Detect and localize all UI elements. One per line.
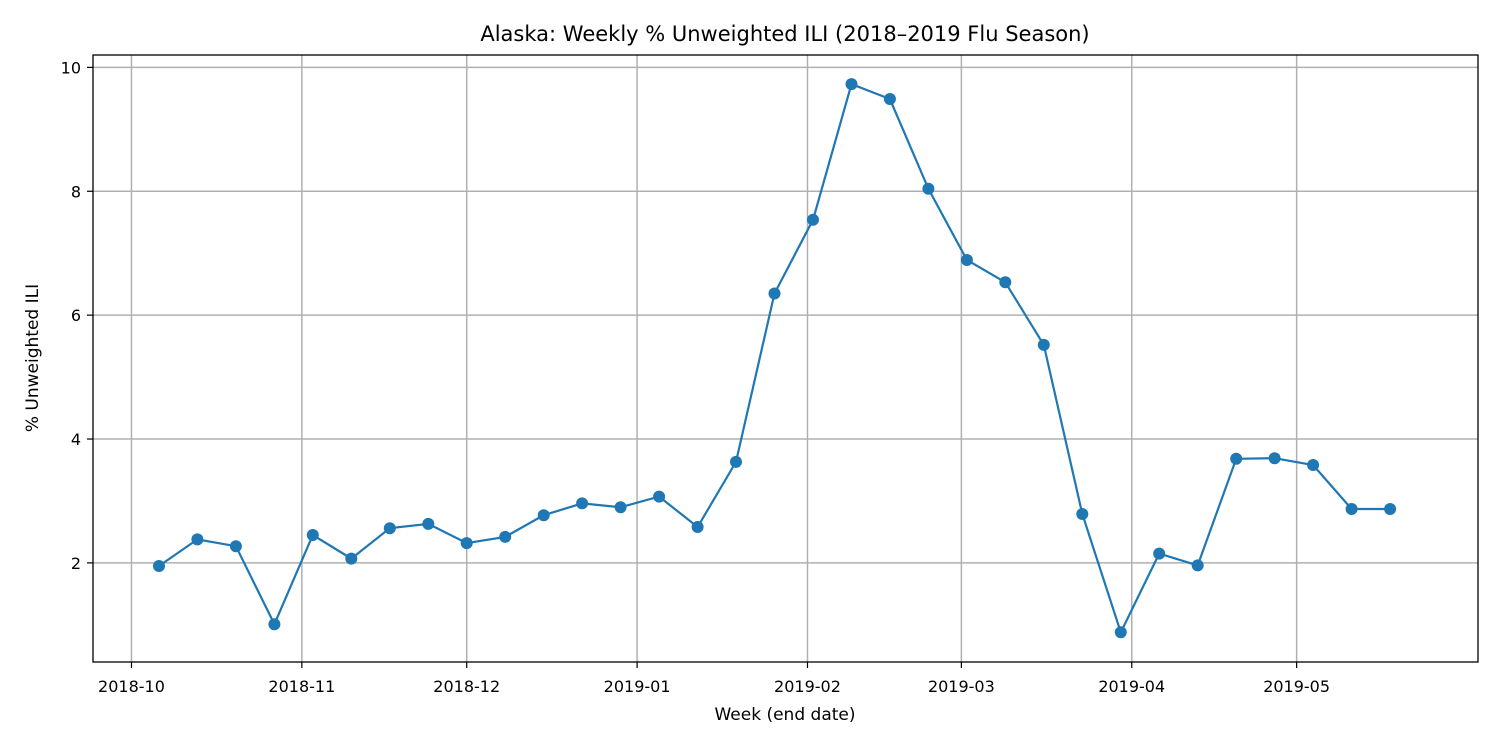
data-point bbox=[1230, 452, 1243, 465]
data-point bbox=[922, 182, 935, 195]
x-axis-label: Week (end date) bbox=[714, 705, 855, 725]
data-point bbox=[1191, 559, 1204, 572]
x-tick-label: 2019-03 bbox=[928, 677, 995, 696]
data-point bbox=[883, 93, 896, 105]
x-tick-label: 2019-05 bbox=[1263, 677, 1330, 696]
y-tick-label: 2 bbox=[71, 554, 81, 573]
data-point bbox=[1114, 626, 1127, 639]
data-point bbox=[999, 276, 1012, 289]
data-point bbox=[1384, 503, 1397, 515]
data-point bbox=[845, 78, 858, 91]
data-point bbox=[1037, 338, 1050, 351]
data-point bbox=[268, 618, 281, 631]
data-point bbox=[345, 552, 358, 565]
data-point bbox=[653, 490, 666, 503]
y-tick-label: 10 bbox=[61, 58, 81, 77]
series-group bbox=[153, 78, 1397, 639]
data-point bbox=[537, 509, 550, 522]
data-point bbox=[768, 287, 781, 300]
data-point bbox=[1076, 508, 1089, 520]
data-point bbox=[691, 521, 704, 533]
data-point bbox=[191, 533, 204, 546]
data-point bbox=[1345, 503, 1358, 515]
data-point bbox=[306, 529, 319, 541]
data-point bbox=[383, 522, 396, 535]
data-point bbox=[460, 537, 473, 550]
x-tick-label: 2019-04 bbox=[1098, 677, 1165, 696]
x-tick-label: 2018-10 bbox=[98, 677, 165, 696]
x-tick-label: 2019-01 bbox=[604, 677, 671, 696]
y-tick-label: 6 bbox=[71, 306, 81, 325]
data-point bbox=[807, 213, 819, 226]
x-tick-label: 2018-11 bbox=[268, 677, 335, 696]
data-point bbox=[960, 254, 973, 266]
y-axis-label: % Unweighted ILI bbox=[23, 284, 43, 432]
x-axis-ticks: 2018-10 2018-11 2018-12 2019-01 2019-02 2019-… bbox=[98, 662, 1330, 696]
data-point bbox=[422, 517, 435, 530]
data-point bbox=[1307, 459, 1320, 471]
grid-lines bbox=[93, 55, 1478, 662]
chart-title: Alaska: Weekly % Unweighted ILI (2018–20… bbox=[480, 22, 1089, 46]
data-point bbox=[576, 497, 589, 510]
data-point bbox=[614, 501, 627, 514]
data-point bbox=[153, 560, 165, 572]
y-tick-label: 8 bbox=[71, 182, 81, 201]
data-point bbox=[229, 540, 242, 553]
x-tick-label: 2019-02 bbox=[774, 677, 841, 696]
y-axis-ticks: 2 4 6 8 10 bbox=[61, 58, 93, 573]
x-tick-label: 2018-12 bbox=[433, 677, 500, 696]
y-tick-label: 4 bbox=[71, 430, 81, 449]
data-point bbox=[730, 455, 742, 468]
plot-frame bbox=[92, 54, 1479, 663]
data-point bbox=[1153, 547, 1166, 560]
data-point bbox=[499, 530, 512, 543]
data-point bbox=[1268, 452, 1281, 465]
